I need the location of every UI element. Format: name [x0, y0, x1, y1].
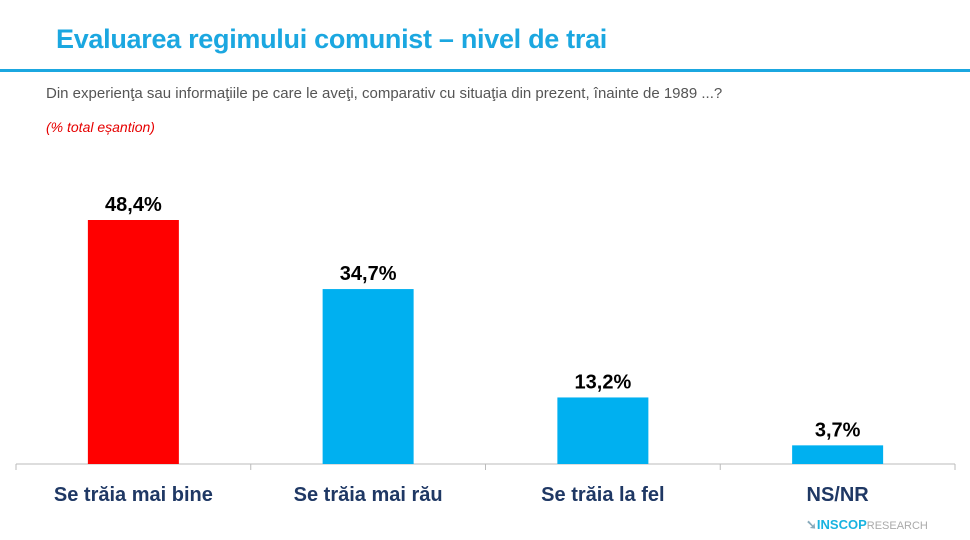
category-label: Se trăia la fel	[541, 484, 664, 506]
data-label: 34,7%	[340, 263, 397, 285]
data-label: 13,2%	[575, 371, 632, 393]
title-rule	[0, 69, 970, 72]
data-label: 48,4%	[105, 194, 162, 216]
bar	[557, 397, 649, 464]
logo-arrow-icon: ➘	[806, 517, 817, 532]
bar	[322, 289, 414, 464]
category-label: Se trăia mai rău	[294, 484, 443, 506]
question-text: Din experienţa sau informaţiile pe care …	[46, 85, 723, 102]
sample-note: (% total eșantion)	[46, 119, 155, 135]
bar	[87, 220, 179, 464]
bar	[792, 445, 884, 464]
logo-brand: INSCOP	[816, 517, 867, 532]
data-label: 3,7%	[815, 419, 861, 441]
logo-suffix: RESEARCH	[866, 520, 928, 532]
category-label: Se trăia mai bine	[54, 484, 213, 506]
page-title: Evaluarea regimului comunist – nivel de …	[56, 24, 607, 54]
inscop-logo: ➘INSCOPRESEARCH	[806, 517, 928, 533]
category-label: NS/NR	[807, 484, 870, 506]
